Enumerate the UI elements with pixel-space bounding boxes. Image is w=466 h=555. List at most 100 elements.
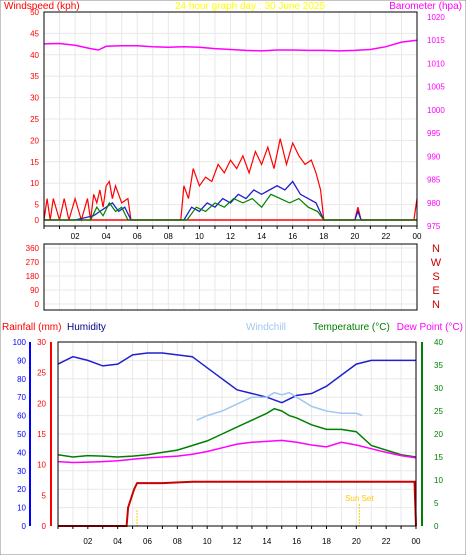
windchill-axis-label: Windchill [246,322,286,333]
rain-tick-label: 5 [42,491,47,500]
x-tick-label: 14 [262,537,271,546]
x-tick-label: 14 [257,232,266,241]
humidity-tick-label: 0 [22,522,27,531]
temperature-humidity-rain-panel: Rainfall (mm) Humidity Windchill Tempera… [2,322,463,546]
direction-letter: E [432,285,439,297]
wind-tick-label: 0 [35,216,40,225]
wind-tick-label: 20 [30,136,39,145]
temp-tick-label: 0 [434,522,439,531]
x-tick-label: 20 [352,537,361,546]
humidity-tick-label: 60 [17,412,26,421]
baro-tick-label: 1020 [427,13,445,22]
rain-tick-label: 30 [37,338,46,347]
baro-tick-label: 1005 [427,83,445,92]
baro-tick-label: 1010 [427,59,445,68]
humidity-tick-label: 70 [17,393,26,402]
humidity-tick-label: 100 [13,338,27,347]
direction-tick-label: 270 [26,258,40,267]
baro-tick-label: 975 [427,222,441,231]
plot-frame [43,11,418,227]
x-tick-label: 16 [292,537,301,546]
baro-tick-label: 990 [427,152,441,161]
temp-tick-label: 25 [434,407,443,416]
series-windchill [196,391,363,421]
direction-tick-label: 90 [30,286,39,295]
humidity-tick-label: 80 [17,375,26,384]
x-tick-label: 02 [71,232,80,241]
sunset-label: Sun Set [345,494,374,503]
baro-tick-label: 985 [427,176,441,185]
humidity-axis-label: Humidity [67,322,106,333]
wind-tick-label: 50 [30,8,39,17]
wind-tick-label: 40 [30,51,39,60]
direction-tick-label: 180 [26,272,40,281]
x-tick-label: 18 [319,232,328,241]
temp-tick-label: 5 [434,499,439,508]
baro-tick-label: 980 [427,199,441,208]
temp-tick-label: 10 [434,476,443,485]
dewpoint-axis-label: Dew Point (°C) [397,322,463,333]
baro-tick-label: 995 [427,129,441,138]
temp-tick-label: 35 [434,361,443,370]
direction-tick-label: 360 [26,244,40,253]
temp-tick-label: 40 [434,338,443,347]
rain-tick-label: 0 [42,522,47,531]
x-tick-label: 08 [173,537,182,546]
x-tick-label: 12 [233,537,242,546]
direction-letter: W [431,257,442,269]
series-dew-point [57,439,417,464]
series-humidity [57,352,416,404]
temp-tick-label: 15 [434,453,443,462]
wind-barometer-panel: 24 hour graph day : 30 June 2025 Windspe… [4,1,462,241]
wind-tick-label: 45 [30,29,39,38]
series-barometer [43,39,418,52]
series-rainfall [58,480,417,527]
x-tick-label: 02 [83,537,92,546]
direction-tick-label: 0 [35,300,40,309]
x-tick-label: 16 [288,232,297,241]
wind-tick-label: 5 [35,201,40,210]
wind-tick-label: 35 [30,72,39,81]
x-tick-label: 06 [133,232,142,241]
humidity-tick-label: 90 [17,356,26,365]
x-tick-label: 08 [164,232,173,241]
rainfall-axis-label: Rainfall (mm) [2,322,61,333]
humidity-tick-label: 10 [17,504,26,513]
rain-tick-label: 10 [37,461,46,470]
x-tick-label: 22 [381,232,390,241]
temperature-axis-label: Temperature (°C) [313,322,390,333]
x-tick-label: 10 [195,232,204,241]
humidity-tick-label: 30 [17,467,26,476]
graph-title: 24 hour graph day : 30 June 2025 [175,1,326,12]
wind-tick-label: 25 [30,115,39,124]
series-gust [43,138,418,223]
temp-tick-label: 30 [434,384,443,393]
x-tick-label: 12 [226,232,235,241]
humidity-tick-label: 20 [17,485,26,494]
x-tick-label: 04 [102,232,111,241]
direction-letter: N [432,243,440,255]
plot-frame [43,243,418,311]
baro-tick-label: 1000 [427,106,445,115]
baro-tick-label: 1015 [427,36,445,45]
rain-tick-label: 25 [37,369,46,378]
barometer-axis-label: Barometer (hpa) [389,1,462,12]
humidity-tick-label: 50 [17,430,26,439]
windspeed-axis-label: Windspeed (kph) [4,1,80,12]
series-direction [44,193,417,221]
wind-tick-label: 30 [30,94,39,103]
wind-tick-label: 15 [30,158,39,167]
humidity-tick-label: 40 [17,448,26,457]
series-temperature [57,407,417,458]
direction-letter: S [432,271,439,283]
wind-tick-label: 10 [30,179,39,188]
rain-tick-label: 15 [37,430,46,439]
x-tick-label: 04 [113,537,122,546]
rain-tick-label: 20 [37,399,46,408]
x-tick-label: 22 [382,537,391,546]
temp-tick-label: 20 [434,430,443,439]
x-tick-label: 00 [413,232,422,241]
x-tick-label: 20 [350,232,359,241]
